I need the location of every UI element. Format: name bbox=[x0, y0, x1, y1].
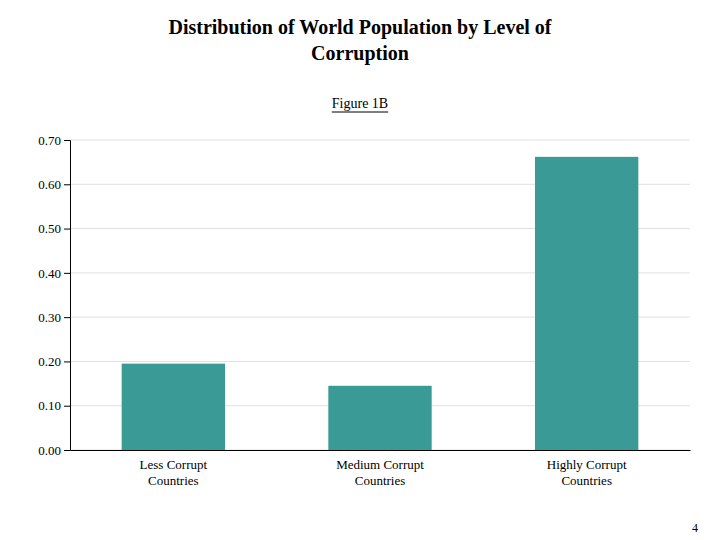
x-axis: Less CorruptCountries Medium CorruptCount… bbox=[71, 451, 691, 488]
y-tick: 0.30 bbox=[38, 310, 70, 325]
y-tick-label: 0.60 bbox=[38, 177, 61, 192]
y-tick-mark bbox=[64, 184, 70, 185]
y-tick-mark bbox=[64, 140, 70, 141]
y-tick-label: 0.30 bbox=[38, 310, 61, 325]
x-tick-label: Medium CorruptCountries bbox=[336, 457, 424, 488]
grid bbox=[70, 140, 690, 450]
y-tick-label: 0.40 bbox=[38, 266, 61, 281]
subtitle: Figure 1B bbox=[332, 96, 388, 111]
y-tick: 0.60 bbox=[38, 177, 70, 192]
y-tick-mark bbox=[64, 317, 70, 318]
annotation: 4 bbox=[692, 521, 698, 535]
y-tick-mark bbox=[64, 450, 70, 451]
bar bbox=[535, 157, 638, 450]
grid-line bbox=[70, 140, 690, 141]
subtitle-underline bbox=[332, 111, 388, 112]
chart: Distribution of World Population by Leve… bbox=[0, 0, 720, 540]
y-tick-label: 0.20 bbox=[38, 354, 61, 369]
y-tick-label: 0.00 bbox=[38, 443, 61, 458]
bars bbox=[122, 157, 639, 450]
plot-area: 0.00 0.10 0.20 0.30 0.40 0.50 0.60 0.70 Less Cor… bbox=[38, 133, 690, 488]
y-tick-label: 0.70 bbox=[38, 133, 61, 148]
y-tick-mark bbox=[64, 361, 70, 362]
y-tick: 0.40 bbox=[38, 266, 70, 281]
x-tick: Less CorruptCountries bbox=[140, 457, 208, 488]
y-axis-line bbox=[64, 141, 71, 451]
x-tick: Highly CorruptCountries bbox=[547, 457, 627, 488]
y-tick-mark bbox=[64, 229, 70, 230]
x-tick-label: Highly CorruptCountries bbox=[547, 457, 627, 488]
bar bbox=[122, 364, 225, 450]
y-tick-mark bbox=[64, 273, 70, 274]
x-axis-line bbox=[71, 450, 691, 451]
y-tick: 0.10 bbox=[38, 398, 70, 413]
y-tick-label: 0.10 bbox=[38, 398, 61, 413]
title: Distribution of World Population by Leve… bbox=[168, 16, 551, 65]
x-tick-label: Less CorruptCountries bbox=[140, 457, 208, 488]
y-tick: 0.00 bbox=[38, 443, 70, 458]
y-tick-label: 0.50 bbox=[38, 221, 61, 236]
y-tick: 0.50 bbox=[38, 221, 70, 236]
y-tick: 0.70 bbox=[38, 133, 70, 148]
bar bbox=[328, 386, 431, 450]
y-tick-mark bbox=[64, 406, 70, 407]
x-tick: Medium CorruptCountries bbox=[336, 457, 424, 488]
y-tick: 0.20 bbox=[38, 354, 70, 369]
y-axis: 0.00 0.10 0.20 0.30 0.40 0.50 0.60 0.70 bbox=[38, 133, 70, 458]
